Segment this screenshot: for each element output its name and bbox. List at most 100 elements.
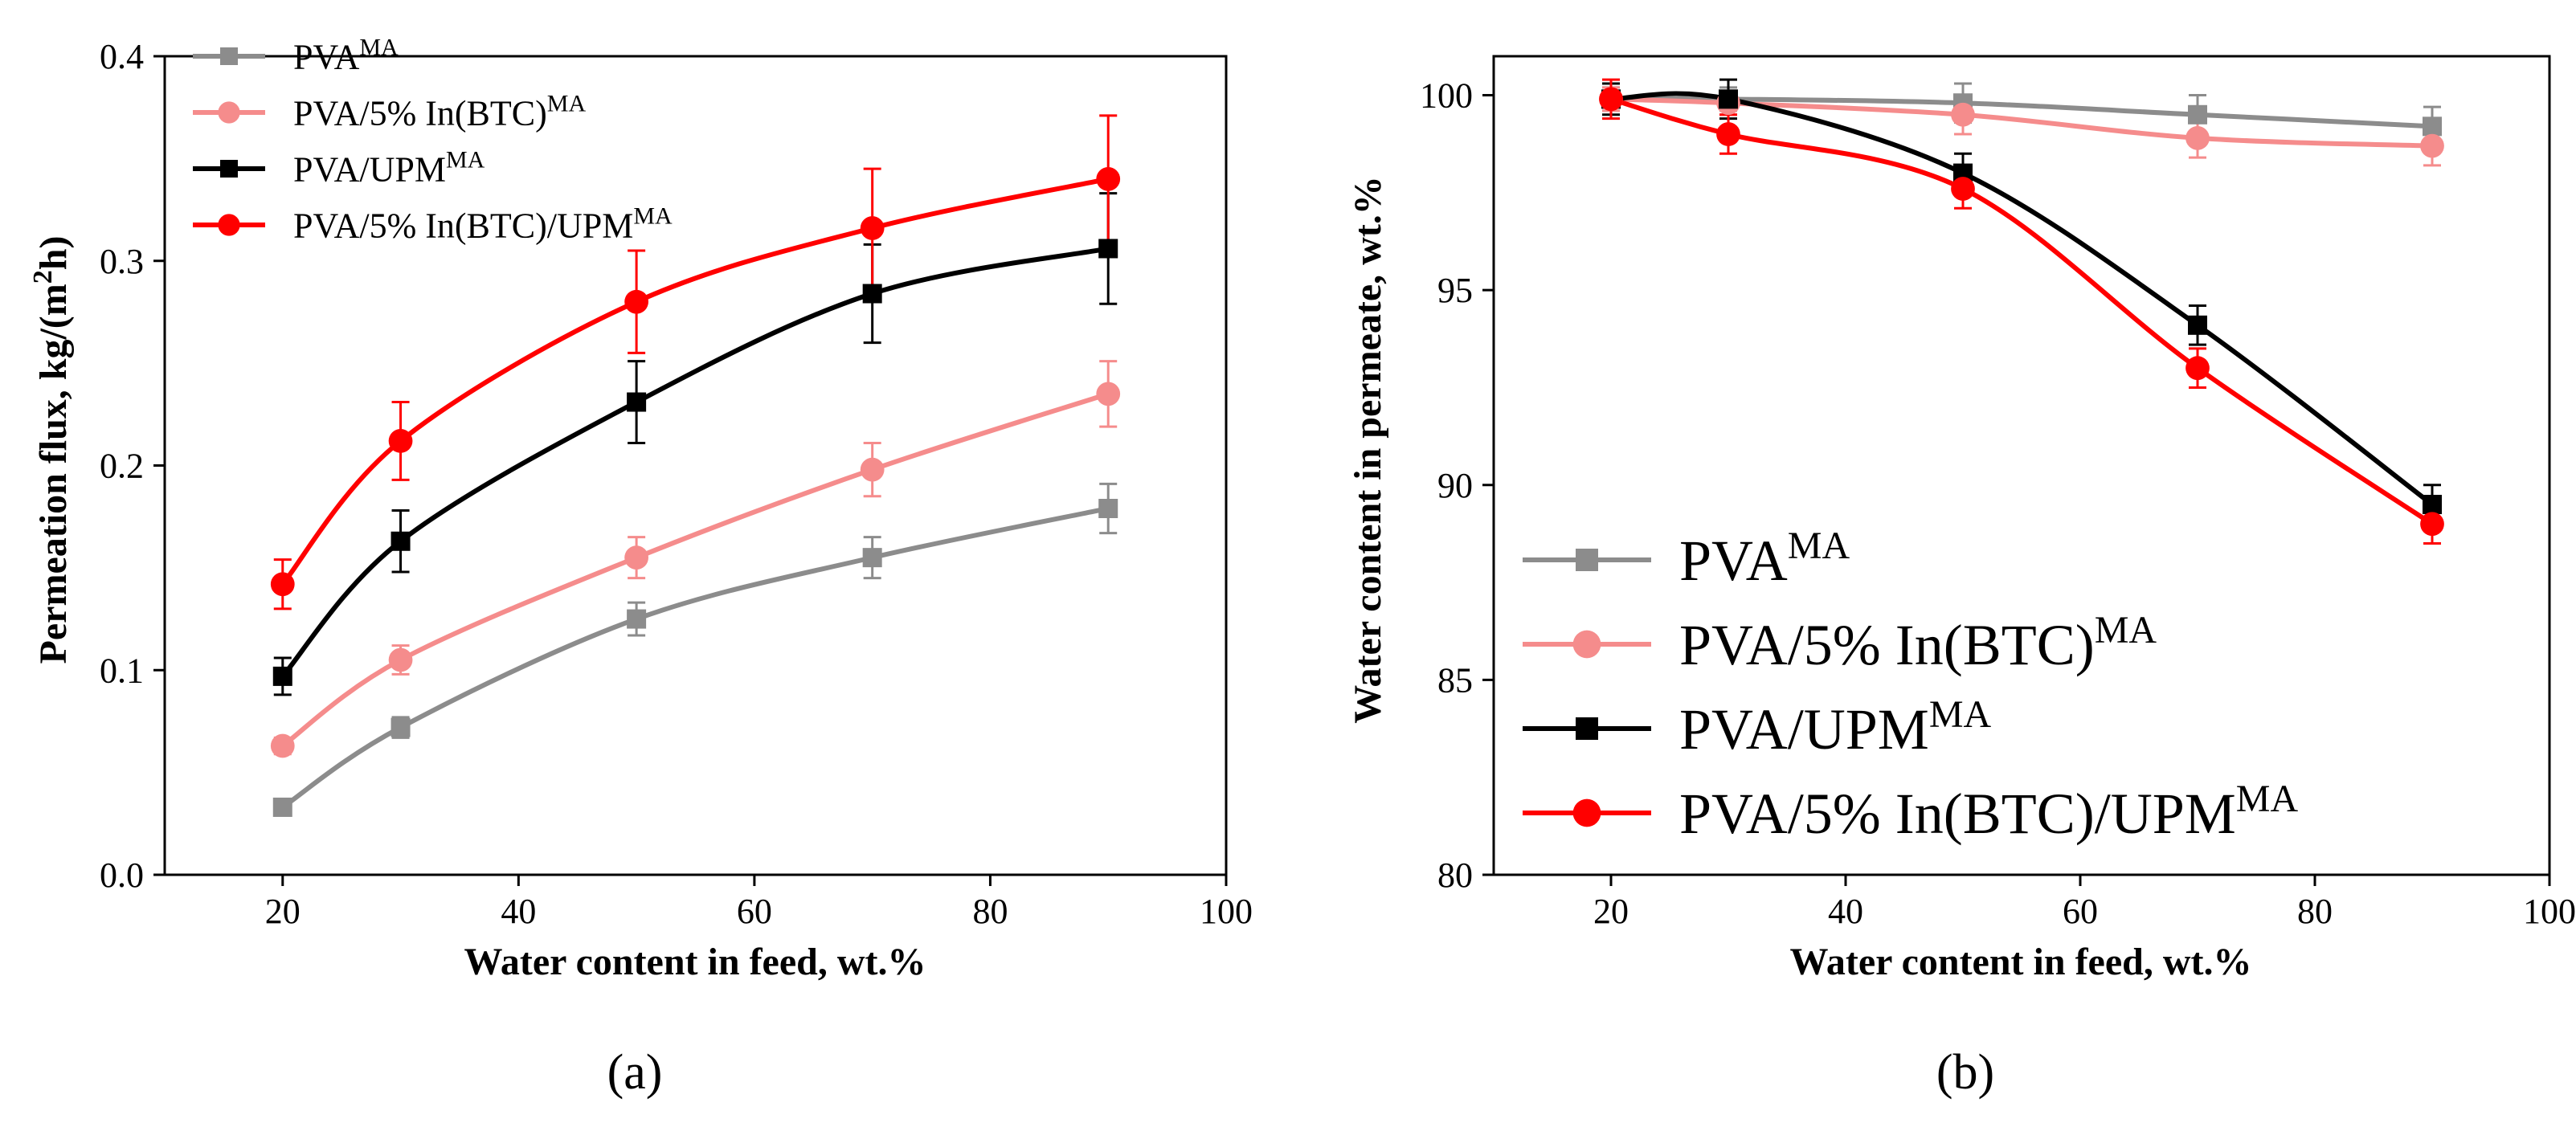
panel-a-y-tick-label: 0.2 [100,447,144,486]
panel-b-y-tick-label: 95 [1437,271,1473,310]
panel-b-ticks: 20 40 60 80 100 80 85 90 95 100 [1420,76,2576,931]
panel-a-y-tick-label: 0.1 [100,651,144,690]
panel-a-point-pva [1098,498,1118,518]
panel-b-point-pva-5-in-btc [2420,133,2444,158]
panel-a-legend-item-pva-5-in-btc: PVA/5% In(BTC)MA [193,91,586,133]
panel-a-point-pva-5-in-btc [860,457,885,482]
panel-a-point-pva [272,797,292,817]
panel-a-point-pva-5-in-btc-upm [1096,166,1121,191]
panel-b-label: (b) [1936,1045,1994,1100]
panel-a-x-tick-label: 100 [1200,892,1253,931]
panel-a-markers [270,166,1121,817]
panel-a-legend-item-pva: PVAMA [193,35,399,77]
panel-b-legend-item-pva-5-in-btc: PVA/5% In(BTC)MA [1523,609,2157,677]
panel-b-legend-marker [1572,630,1601,659]
panel-b-legend-label: PVA/5% In(BTC)MA [1679,609,2157,677]
panel-a-legend-label: PVA/5% In(BTC)/UPMMA [293,203,673,246]
panel-a-point-pva-upm [627,392,647,412]
panel-a-legend-label: PVA/UPMMA [293,147,485,190]
panel-b-legend-label: PVA/5% In(BTC)/UPMMA [1679,778,2298,846]
panel-b-curve-pva-upm [1610,91,2434,507]
panel-a-point-pva [862,548,882,568]
panel-a-point-pva-upm [1098,239,1118,259]
panel-b-x-tick-label: 80 [2297,892,2333,931]
panel-b-point-pva-upm [2188,315,2207,335]
panel-b-y-axis-label: Water content in permeate, wt.% [1347,176,1389,724]
panel-b-y-tick-label: 85 [1437,660,1473,700]
panel-a-point-pva-upm [390,531,411,551]
panel-b-curves [1610,91,2434,526]
panel-b-point-pva [2423,116,2442,137]
panel-a-curve-pva-upm [280,246,1109,678]
panel-a-point-pva-upm [272,666,292,686]
panel-b-legend-label: PVA/UPMMA [1679,693,1992,762]
panel-b-legend-item-pva: PVAMA [1523,525,1850,593]
panel-b-point-pva-upm [2423,495,2442,515]
panel-a-x-tick-label: 20 [265,892,301,931]
panel-b-point-pva-5-in-btc [1951,102,1975,127]
panel-b-curve-pva [1610,96,2433,129]
panel-b-legend-marker [1572,798,1601,827]
panel-b-error-bars [1602,78,2441,545]
panel-b-point-pva-5-in-btc-upm [1599,87,1623,112]
panel-b-legend-marker [1576,549,1598,571]
panel-a-legend-marker [220,160,238,178]
panel-b-y-tick-label: 100 [1420,76,1473,116]
panel-b-point-pva-5-in-btc-upm [2420,512,2444,537]
panel-a-y-tick-label: 0.3 [100,242,144,281]
panel-a-point-pva-5-in-btc [1096,382,1121,406]
panel-a-point-pva-5-in-btc [270,733,295,758]
panel-b-markers [1599,87,2444,537]
panel-b-legend-marker [1576,717,1598,740]
panel-a-legend-item-pva-5-in-btc-upm: PVA/5% In(BTC)/UPMMA [193,203,673,246]
panel-b-curve-pva-5-in-btc [1610,96,2433,149]
panel-a-point-pva-5-in-btc [624,545,648,570]
panel-a-x-tick-label: 40 [501,892,536,931]
panel-a-x-axis-label: Water content in feed, wt.% [464,941,926,983]
panel-a-label: (a) [607,1045,663,1100]
panel-b-y-tick-label: 90 [1437,466,1473,505]
panel-b-x-tick-label: 40 [1828,892,1863,931]
panel-a-ticks: 20 40 60 80 100 0.0 0.1 0.2 0.3 0.4 [100,37,1253,931]
panel-b-point-pva [2188,104,2207,125]
panel-b-point-pva-5-in-btc [2186,126,2210,150]
panel-a: 20 40 60 80 100 0.0 0.1 0.2 0.3 0.4 PVAMA PVA/5% I… [28,35,1253,1100]
panel-b-plot-frame [1492,55,2551,876]
panel-a-point-pva-5-in-btc-upm [624,289,648,314]
panel-a-y-tick-label: 0.0 [100,856,144,895]
panel-b-point-pva-upm [1719,89,1738,109]
panel-b-legend-label: PVAMA [1679,525,1850,593]
panel-a-point-pva-5-in-btc [388,647,413,672]
panel-a-legend-label: PVA/5% In(BTC)MA [293,91,586,133]
panel-a-y-tick-label: 0.4 [100,37,144,76]
panel-b-point-pva-5-in-btc-upm [2186,356,2210,381]
panel-a-legend-item-pva-upm: PVA/UPMMA [193,147,485,190]
panel-a-x-tick-label: 60 [737,892,772,931]
panel-b-x-axis-label: Water content in feed, wt.% [1789,941,2251,983]
panel-a-legend-marker [218,214,240,236]
panel-b-x-tick-label: 100 [2523,892,2576,931]
panel-a-legend: PVAMA PVA/5% In(BTC)MA PVA/UPMMA PVA/5% In(… [193,35,673,246]
panel-a-y-axis-label: Permeation flux, kg/(m2h) [28,236,75,664]
panel-b-legend-item-pva-5-in-btc-upm: PVA/5% In(BTC)/UPMMA [1523,778,2298,846]
panel-a-x-tick-label: 80 [972,892,1008,931]
panel-a-curve-pva [281,506,1109,810]
panel-a-point-pva-upm [862,284,882,304]
panel-b-point-pva-5-in-btc-upm [1716,122,1740,146]
panel-b-x-tick-label: 20 [1593,892,1629,931]
panel-a-point-pva [627,609,647,629]
panel-b-legend-item-pva-upm: PVA/UPMMA [1523,693,1992,762]
panel-b-point-pva-5-in-btc-upm [1951,177,1975,201]
panel-a-legend-marker [218,101,240,124]
panel-b-y-tick-label: 80 [1437,856,1473,895]
panel-a-point-pva-5-in-btc-upm [860,216,885,240]
panel-a-legend-marker [220,47,238,65]
panel-b-legend: PVAMA PVA/5% In(BTC)MA PVA/UPMMA PVA/5% In(… [1523,525,2298,846]
panel-b: 20 40 60 80 100 80 85 90 95 100 PVAMA PVA/5% In(BT… [1347,55,2576,1100]
panel-a-point-pva-5-in-btc-upm [270,572,295,597]
panel-a-point-pva [390,717,411,737]
panel-a-legend-label: PVAMA [293,35,399,77]
panel-a-point-pva-5-in-btc-upm [388,429,413,453]
panel-b-curve-pva-5-in-btc-upm [1610,96,2434,526]
